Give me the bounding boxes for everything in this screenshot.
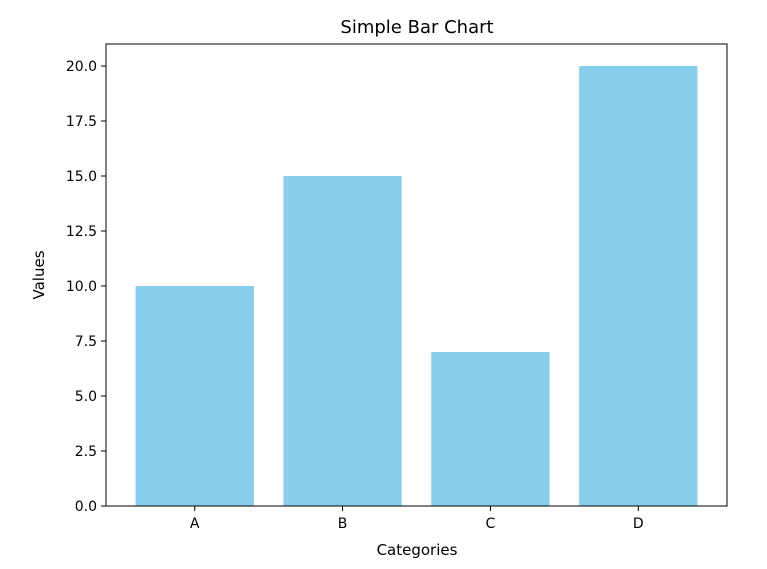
bar-a xyxy=(135,286,254,506)
x-tick-label: C xyxy=(486,516,496,532)
y-tick-label: 17.5 xyxy=(66,114,97,130)
bars-group xyxy=(135,66,698,506)
x-axis-ticks: A B C D xyxy=(190,506,644,532)
y-tick-label: 10.0 xyxy=(66,279,97,295)
chart-title: Simple Bar Chart xyxy=(340,17,493,38)
x-tick-label: D xyxy=(633,516,644,532)
x-tick-label: B xyxy=(338,516,348,532)
plot-area-frame xyxy=(105,43,728,507)
y-tick-label: 15.0 xyxy=(66,169,97,185)
y-tick-label: 0.0 xyxy=(75,499,97,515)
y-axis-ticks: 0.0 2.5 5.0 7.5 10.0 12.5 15.0 17.5 20.0 xyxy=(66,59,106,515)
x-tick-label: A xyxy=(190,516,200,532)
y-tick-label: 12.5 xyxy=(66,224,97,240)
bar-d xyxy=(579,66,698,506)
y-tick-label: 2.5 xyxy=(75,444,97,460)
bar-c xyxy=(431,352,550,506)
y-axis-label: Values xyxy=(30,250,48,299)
y-tick-label: 20.0 xyxy=(66,59,97,75)
y-tick-label: 5.0 xyxy=(75,389,97,405)
y-tick-label: 7.5 xyxy=(75,334,97,350)
x-axis-label: Categories xyxy=(377,541,458,559)
bar-b xyxy=(283,176,402,506)
